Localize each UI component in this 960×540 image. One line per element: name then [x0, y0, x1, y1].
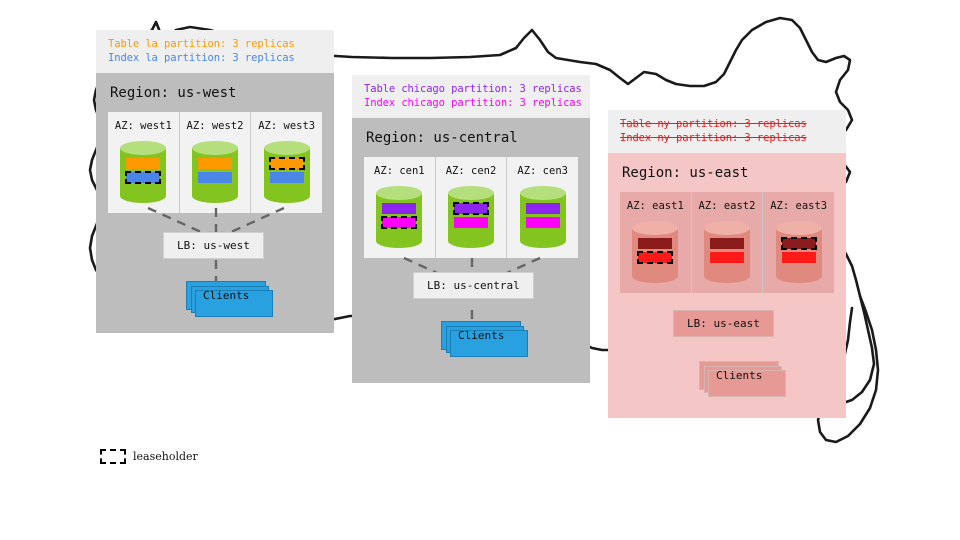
- replica-band-table-leaseholder: [453, 202, 489, 216]
- region-header-us-east: Table ny partition: 3 replicas Index ny …: [608, 110, 846, 154]
- clients-box-us-central[interactable]: Clients: [441, 321, 529, 357]
- clients-label-us-west: Clients: [203, 289, 250, 302]
- az-label-east3: AZ: east3: [770, 200, 828, 213]
- clients-label-us-east: Clients: [716, 369, 763, 382]
- lb-box-us-east[interactable]: LB: us-east: [673, 310, 774, 337]
- replica-band-table-leaseholder: [780, 237, 817, 251]
- replica-band-table-leaseholder: [268, 157, 305, 171]
- lb-box-us-central[interactable]: LB: us-central: [413, 272, 534, 299]
- partition-line-table-ny: Table ny partition: 3 replicas: [620, 118, 807, 130]
- az-card-cen2[interactable]: AZ: cen2: [434, 157, 507, 259]
- replica-band-table: [710, 238, 744, 250]
- replica-band-table: [382, 203, 417, 215]
- az-label-west3: AZ: west3: [258, 120, 316, 133]
- replica-band-index: [781, 252, 816, 264]
- replica-band-table: [638, 238, 673, 250]
- clients-label-us-central: Clients: [458, 329, 505, 342]
- az-card-west3[interactable]: AZ: west3: [250, 112, 322, 214]
- replica-band-index: [269, 172, 304, 184]
- az-label-cen2: AZ: cen2: [445, 165, 497, 178]
- az-card-west2[interactable]: AZ: west2: [178, 112, 251, 214]
- replica-band-table: [525, 203, 560, 215]
- az-label-east1: AZ: east1: [626, 200, 684, 213]
- az-card-cen1[interactable]: AZ: cen1: [364, 157, 435, 258]
- node-cylinder-west3[interactable]: [263, 141, 310, 204]
- replica-band-index: [710, 252, 744, 264]
- az-label-west1: AZ: west1: [114, 120, 172, 133]
- lb-box-us-west[interactable]: LB: us-west: [163, 232, 264, 259]
- az-label-west2: AZ: west2: [186, 120, 244, 133]
- az-row-us-central: AZ: cen1 AZ: cen2: [364, 157, 578, 259]
- node-cylinder-west2[interactable]: [192, 141, 238, 204]
- node-cylinder-east1[interactable]: [632, 221, 679, 284]
- az-label-east2: AZ: east2: [698, 200, 756, 213]
- az-card-east3[interactable]: AZ: east3: [762, 192, 834, 294]
- partition-line-index-ny: Index ny partition: 3 replicas: [620, 132, 807, 145]
- partition-line-index-la: Index la partition: 3 replicas: [108, 52, 295, 65]
- az-row-us-east: AZ: east1 AZ: east2: [620, 192, 834, 294]
- replica-band-index: [454, 217, 488, 229]
- az-label-cen1: AZ: cen1: [374, 165, 425, 178]
- az-label-cen3: AZ: cen3: [517, 165, 568, 178]
- replica-band-index: [198, 172, 232, 184]
- region-header-us-central: Table chicago partition: 3 replicas Inde…: [352, 75, 590, 119]
- replica-band-table: [126, 158, 161, 170]
- az-row-us-west: AZ: west1 AZ: west2: [108, 112, 322, 214]
- partition-line-table-la: Table la partition: 3 replicas: [108, 38, 295, 50]
- az-card-west1[interactable]: AZ: west1: [108, 112, 179, 213]
- legend-leaseholder: leaseholder: [100, 449, 198, 464]
- az-card-cen3[interactable]: AZ: cen3: [506, 157, 578, 259]
- clients-box-us-west[interactable]: Clients: [186, 281, 274, 317]
- legend-label: leaseholder: [133, 450, 198, 463]
- replica-band-index-leaseholder: [381, 216, 418, 230]
- node-cylinder-cen3[interactable]: [519, 186, 566, 249]
- node-cylinder-east3[interactable]: [775, 221, 822, 284]
- region-title-us-east: Region: us-east: [622, 165, 749, 182]
- dashed-rect-icon: [100, 449, 126, 464]
- region-header-us-west: Table la partition: 3 replicas Index la …: [96, 30, 334, 74]
- region-title-us-west: Region: us-west: [110, 85, 237, 102]
- replica-band-index-leaseholder: [125, 171, 162, 185]
- node-cylinder-east2[interactable]: [704, 221, 750, 284]
- clients-box-us-east[interactable]: Clients: [699, 361, 787, 397]
- partition-line-index-chicago: Index chicago partition: 3 replicas: [364, 97, 582, 110]
- az-card-east1[interactable]: AZ: east1: [620, 192, 691, 293]
- node-cylinder-cen2[interactable]: [448, 186, 494, 249]
- replica-band-table: [198, 158, 232, 170]
- replica-band-index-leaseholder: [637, 251, 674, 265]
- region-title-us-central: Region: us-central: [366, 130, 518, 147]
- replica-band-index: [525, 217, 560, 229]
- node-cylinder-west1[interactable]: [120, 141, 167, 204]
- partition-line-table-chicago: Table chicago partition: 3 replicas: [364, 83, 582, 95]
- az-card-east2[interactable]: AZ: east2: [690, 192, 763, 294]
- node-cylinder-cen1[interactable]: [376, 186, 423, 249]
